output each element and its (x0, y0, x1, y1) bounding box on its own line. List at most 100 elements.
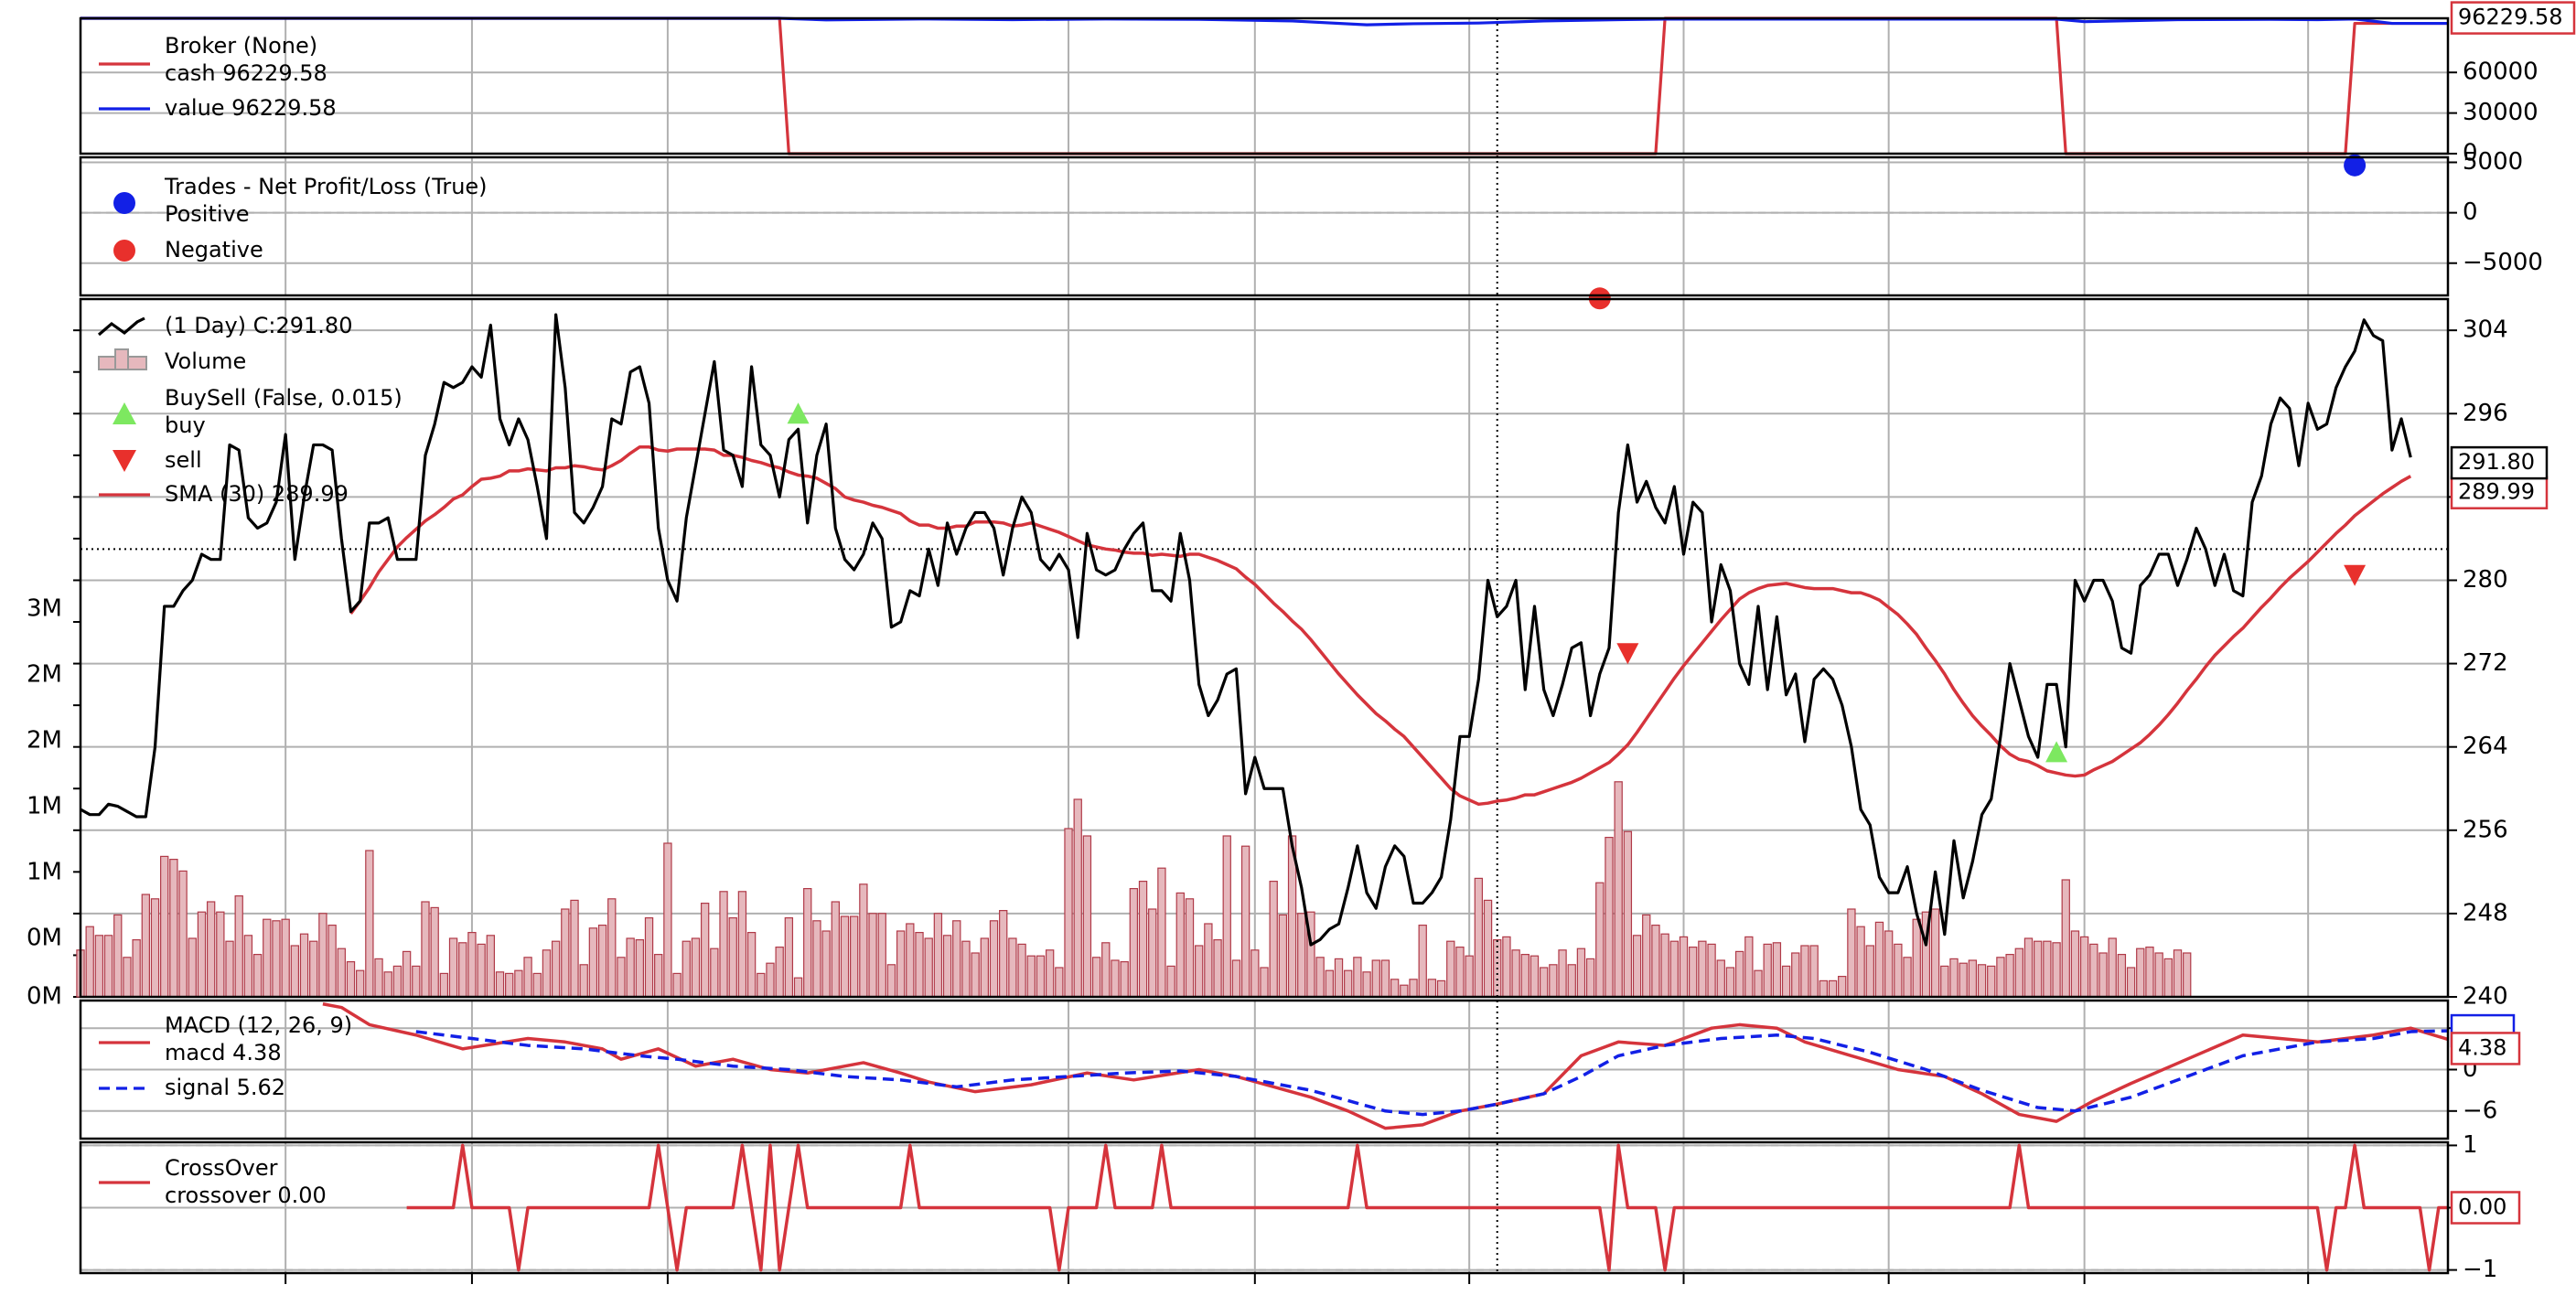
volume-bar (775, 946, 784, 998)
crossover-last-value-label-box (2450, 1191, 2521, 1225)
volume-bar (523, 957, 532, 998)
volume-bar (477, 943, 486, 998)
volume-bar (169, 858, 178, 998)
volume-bar (1651, 924, 1660, 998)
volume-bar (243, 935, 253, 998)
volume-bar (392, 965, 402, 998)
price-y-tick-label: 240 (2463, 983, 2508, 1011)
volume-bar (272, 920, 281, 998)
volume-bar (2070, 930, 2080, 998)
legend-trades-label: Trades - Net Profit/Loss (True) (164, 174, 488, 199)
volume-bar (1204, 923, 1213, 998)
volume-bar (263, 918, 272, 998)
volume-bar (439, 972, 449, 998)
crossover-y-tick-label: 1 (2463, 1131, 2478, 1159)
legend-positive-label: Positive (165, 201, 250, 227)
volume-bar (2052, 942, 2061, 998)
volume-bar (290, 945, 300, 998)
volume-bar (1716, 959, 1725, 998)
volume-bar (2061, 879, 2070, 998)
volume-bar (1949, 958, 1959, 998)
volume-bar (1371, 959, 1380, 998)
volume-bar (1297, 913, 1306, 998)
volume-bar (1148, 908, 1157, 998)
volume-bar (234, 894, 243, 998)
volume-bar (999, 909, 1008, 998)
volume-bar (1903, 957, 1912, 998)
volume-bar (1017, 943, 1026, 998)
volume-bar (2136, 947, 2145, 998)
volume-bar (877, 913, 886, 998)
volume-bar (1315, 957, 1325, 998)
volume-bar (710, 947, 719, 998)
volume-bar (1968, 959, 1978, 998)
volume-bar (252, 953, 263, 998)
volume-bar (850, 915, 859, 998)
volume-bar (1446, 940, 1455, 998)
legend-buysell-label: BuySell (False, 0.015) (165, 385, 402, 411)
volume-bar (1642, 914, 1651, 998)
volume-tick-label: 2M (27, 661, 62, 689)
volume-tick-label: 3M (27, 595, 62, 623)
volume-bar (1595, 882, 1605, 998)
trades-y-tick-label: −5000 (2463, 249, 2543, 276)
volume-bar (1828, 980, 1838, 998)
price-y-tick-label: 272 (2463, 649, 2508, 677)
volume-bar (1530, 955, 1540, 998)
volume-bar (551, 940, 561, 998)
signal-line (415, 1029, 2449, 1117)
volume-bar (318, 913, 327, 998)
volume-bar (206, 901, 216, 998)
volume-bar (1558, 949, 1567, 998)
legend-close-label: (1 Day) C:291.80 (165, 313, 352, 338)
volume-bar (961, 940, 971, 998)
volume-bar (1185, 898, 1195, 998)
volume-bar (505, 972, 514, 998)
volume-bar (1418, 924, 1427, 998)
volume-bar (514, 969, 523, 998)
volume-bar (430, 906, 439, 998)
volume-bar (1520, 953, 1530, 998)
volume-bar (989, 920, 999, 998)
legend-volume-label: Volume (165, 348, 246, 374)
volume-bar (1781, 965, 1791, 998)
volume-bar (542, 949, 552, 998)
volume-bar (971, 952, 980, 998)
volume-bar (906, 923, 915, 998)
volume-bar (1791, 952, 1800, 998)
volume-bar (2089, 943, 2098, 998)
volume-bar (1549, 964, 1558, 998)
volume-bar (1260, 967, 1269, 998)
volume-bar (561, 908, 570, 998)
volume-bar (1166, 965, 1175, 998)
trade-positive-marker (2344, 154, 2367, 177)
volume-bar (1045, 949, 1055, 998)
volume-bar (2014, 947, 2023, 998)
buy-marker (787, 402, 810, 424)
volume-bar (150, 898, 160, 998)
volume-bar (132, 938, 141, 998)
volume-bar (793, 977, 803, 998)
volume-bar (803, 887, 812, 998)
trades-panel-frame (79, 155, 2450, 297)
volume-bar (1111, 959, 1120, 998)
legend-buy-swatch (113, 402, 136, 424)
volume-bar (160, 855, 169, 998)
crossover-line (406, 1143, 2448, 1272)
macd-panel-frame (79, 999, 2450, 1140)
broker-last-value-label-box (2450, 1, 2576, 35)
volume-bar (1912, 918, 1921, 998)
volume-bar (1763, 943, 1772, 998)
volume-bar (355, 969, 365, 998)
sell-marker (2344, 564, 2367, 586)
volume-bar (1679, 936, 1689, 998)
trades-y-tick-label: 0 (2463, 198, 2478, 226)
legend-sell-label: sell (165, 447, 202, 473)
legend-close-swatch (97, 316, 145, 337)
volume-bar (1101, 942, 1111, 998)
volume-tick-label: 1M (27, 793, 62, 820)
volume-bar (1026, 955, 1036, 998)
volume-bar (1772, 942, 1782, 998)
volume-bar (281, 918, 290, 998)
legend-negative-label: Negative (165, 237, 263, 262)
